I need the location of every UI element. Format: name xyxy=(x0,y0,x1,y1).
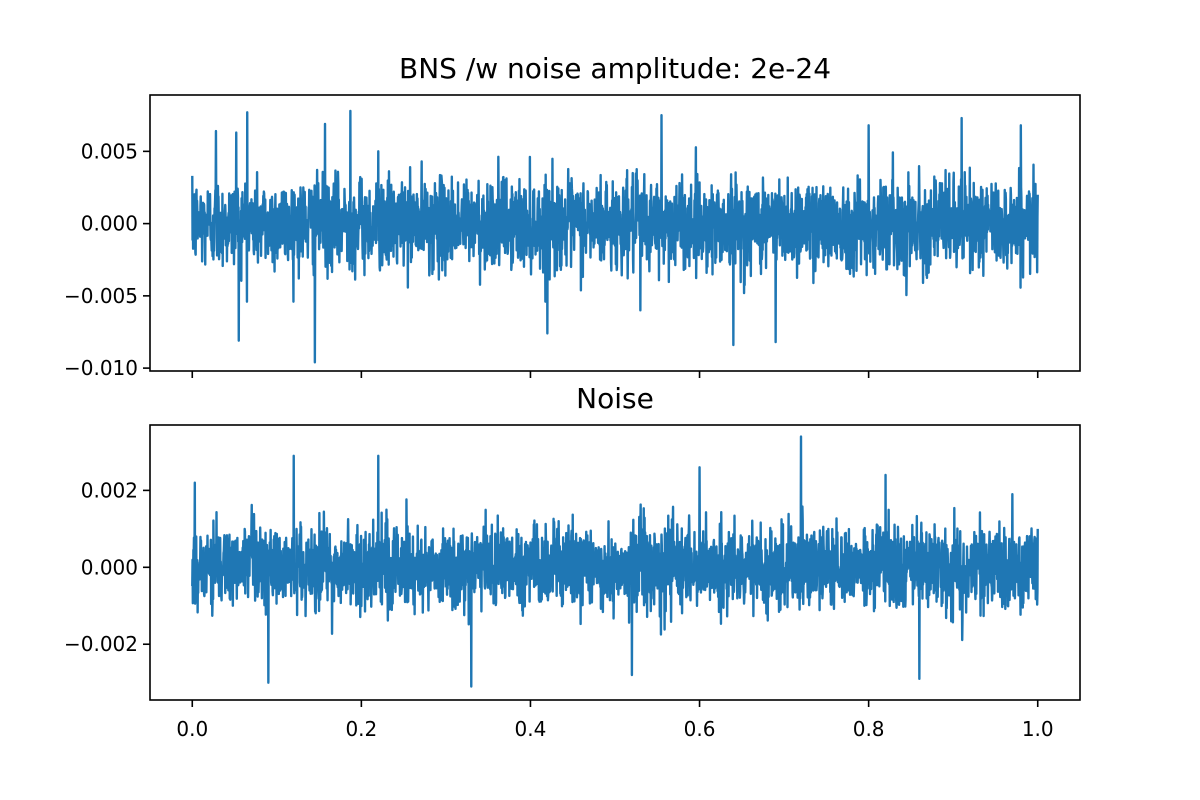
y-tick-label: 0.005 xyxy=(81,139,138,163)
bottom-panel: Noise −0.002 0.000 0.002 0.0 0.2 0.4 0.6 0.8 1.0 xyxy=(64,382,1081,741)
x-tick-label: 0.4 xyxy=(515,717,547,741)
x-tick-label: 0.0 xyxy=(176,717,208,741)
series-line xyxy=(191,109,1039,364)
y-tick-label: −0.002 xyxy=(64,632,138,656)
y-tick-label: 0.002 xyxy=(81,478,138,502)
x-tick-label: 1.0 xyxy=(1022,717,1054,741)
x-tick-label: 0.2 xyxy=(345,717,377,741)
y-tick-label: 0.000 xyxy=(81,555,138,579)
top-panel: BNS /w noise amplitude: 2e-24 −0.010−0.0… xyxy=(64,52,1081,380)
y-tick-label: −0.010 xyxy=(64,356,138,380)
y-tick-label: 0.000 xyxy=(81,212,138,236)
y-tick-label: −0.005 xyxy=(64,284,138,308)
x-tick-label: 0.8 xyxy=(853,717,885,741)
series-line xyxy=(191,435,1039,688)
top-panel-series xyxy=(191,109,1039,364)
bottom-panel-title: Noise xyxy=(576,382,654,415)
top-panel-title: BNS /w noise amplitude: 2e-24 xyxy=(399,52,831,85)
bottom-panel-frame xyxy=(149,424,1081,701)
bottom-panel-series xyxy=(191,435,1039,688)
top-panel-ticks: −0.010 −0.005 0.000 0.005 xyxy=(64,139,1039,380)
bottom-panel-ticks: −0.002 0.000 0.002 0.0 0.2 0.4 0.6 0.8 1.0 xyxy=(64,478,1054,741)
x-tick-label: 0.6 xyxy=(684,717,716,741)
top-panel-frame xyxy=(149,94,1081,372)
